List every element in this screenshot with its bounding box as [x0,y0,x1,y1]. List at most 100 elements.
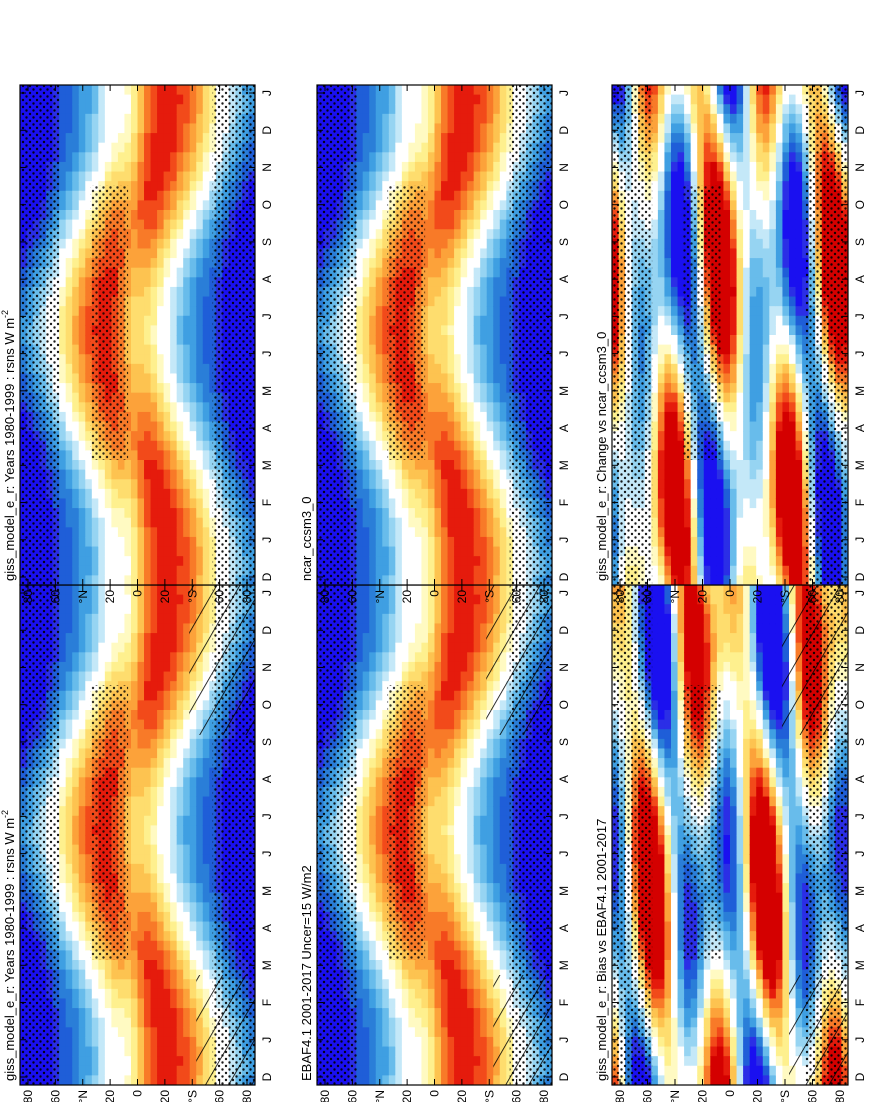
heatmap-cell [363,700,370,710]
heatmap-cell [493,883,500,893]
heatmap-cell [382,979,389,989]
heatmap-cell [467,1037,474,1047]
heatmap-cell [151,1047,158,1057]
heatmap-cell [170,672,177,682]
heatmap-cell [157,835,164,845]
heatmap-cell [395,970,402,980]
heatmap-cell [183,1008,190,1018]
heatmap-cell [743,1037,750,1047]
heatmap-cell [487,960,494,970]
heatmap-cell [196,941,203,951]
heatmap-cell [177,873,184,883]
heatmap-cell [131,950,138,960]
heatmap-cell [441,720,448,730]
heatmap-cell [369,931,376,941]
heatmap-cell [170,748,177,758]
heatmap-cell [737,1037,744,1047]
heatmap-cell [356,720,363,730]
heatmap-cell [697,1037,704,1047]
heatmap-cell [474,864,481,874]
heatmap-cell [421,672,428,682]
heatmap-cell [118,1008,125,1018]
heatmap-cell [435,1066,442,1076]
heatmap-cell [203,825,210,835]
heatmap-cell [691,1008,698,1018]
heatmap-cell [454,998,461,1008]
heatmap-cell [664,1008,671,1018]
heatmap-cell [144,979,151,989]
heatmap-cell [421,970,428,980]
heatmap-cell [448,623,455,633]
heatmap-cell [474,960,481,970]
heatmap-cell [487,1056,494,1066]
heatmap-cell [92,652,99,662]
heatmap-cell [363,633,370,643]
heatmap-cell [454,845,461,855]
heatmap-cell [678,1037,685,1047]
heatmap-cell [435,806,442,816]
heatmap-cell [59,739,66,749]
heatmap-cell [467,720,474,730]
heatmap-cell [467,787,474,797]
heatmap-cell [190,845,197,855]
heatmap-cell [743,700,750,710]
heatmap-cell [710,643,717,653]
heatmap-cell [402,643,409,653]
heatmap-cell [138,941,145,951]
heatmap-cell [428,970,435,980]
heatmap-cell [651,777,658,787]
heatmap-cell [376,681,383,691]
heatmap-cell [151,748,158,758]
heatmap-cell [363,845,370,855]
heatmap-cell [704,1056,711,1066]
heatmap-cell [723,902,730,912]
heatmap-cell [743,652,750,662]
heatmap-cell [79,1008,86,1018]
heatmap-cell [658,633,665,643]
heatmap-cell [376,797,383,807]
heatmap-cell [467,672,474,682]
heatmap-cell [723,941,730,951]
heatmap-cell [144,883,151,893]
heatmap-cell [85,652,92,662]
heatmap-cell [710,1027,717,1037]
heatmap-cell [717,1066,724,1076]
heatmap-cell [196,777,203,787]
heatmap-cell [441,998,448,1008]
heatmap-cell [480,922,487,932]
heatmap-cell [448,902,455,912]
heatmap-cell [743,1018,750,1028]
heatmap-cell [92,595,99,605]
heatmap-cell [183,941,190,951]
heatmap-cell [183,748,190,758]
heatmap-cell [79,912,86,922]
heatmap-cell [723,710,730,720]
month-tick-label: J [260,813,274,819]
heatmap-cell [79,729,86,739]
heatmap-cell [448,989,455,999]
heatmap-cell [454,806,461,816]
heatmap-cell [480,1018,487,1028]
heatmap-cell [730,691,737,701]
heatmap-cell [467,941,474,951]
heatmap-cell [448,979,455,989]
heatmap-cell [151,960,158,970]
heatmap-cell [710,614,717,624]
hatch-region [189,585,255,735]
heatmap-cell [441,816,448,826]
heatmap-cell [480,893,487,903]
heatmap-cell [190,1056,197,1066]
heatmap-cell [170,1027,177,1037]
heatmap-cell [435,1047,442,1057]
heatmap-cell [480,989,487,999]
heatmap-cell [415,960,422,970]
heatmap-cell [704,960,711,970]
heatmap-cell [66,835,73,845]
heatmap-cell [658,989,665,999]
heatmap-cell [72,720,79,730]
heatmap-cell [131,1066,138,1076]
heatmap-cell [138,681,145,691]
heatmap-cell [435,941,442,951]
heatmap-cell [723,739,730,749]
heatmap-cell [435,873,442,883]
